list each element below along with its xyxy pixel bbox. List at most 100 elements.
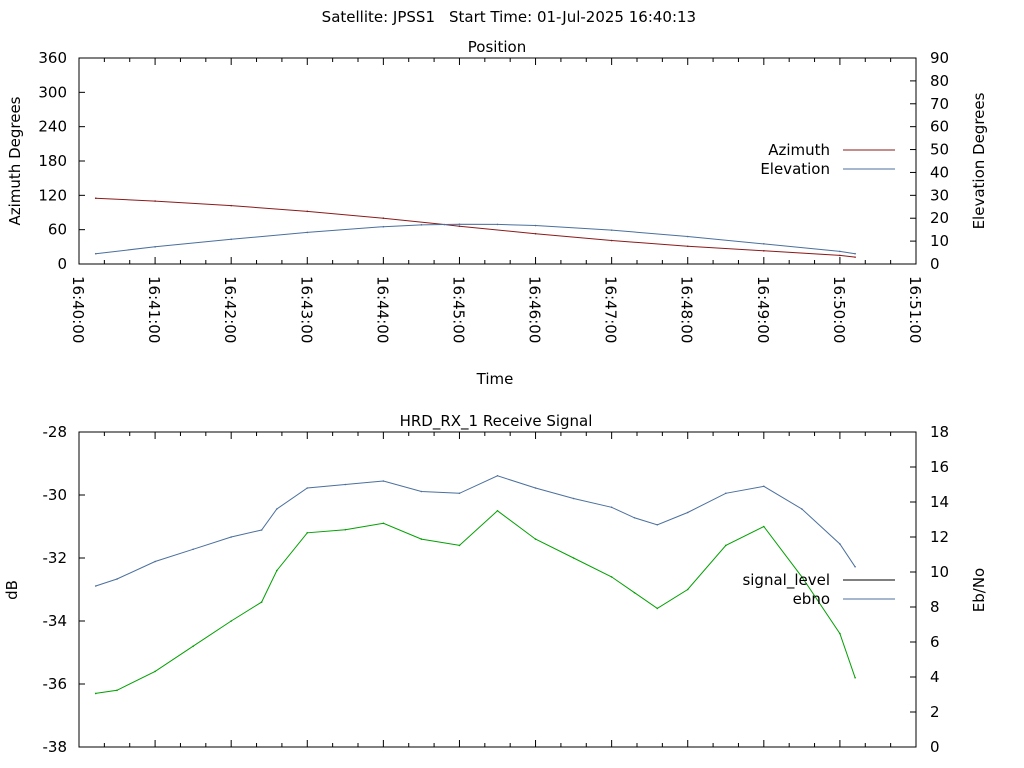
y2-tick-label: 18 <box>930 423 949 441</box>
data-point <box>686 235 689 238</box>
data-point <box>94 585 97 587</box>
data-point <box>534 538 537 540</box>
y-tick-label: 300 <box>38 83 67 101</box>
data-point <box>801 576 803 578</box>
data-point <box>839 250 841 253</box>
y2-tick-label: 10 <box>930 563 949 581</box>
data-point <box>839 543 841 545</box>
position-xlabel: Time <box>476 370 514 388</box>
data-point <box>306 231 309 234</box>
position-ylabel: Azimuth Degrees <box>6 96 24 225</box>
x-tick-label: 16:49:00 <box>754 276 772 343</box>
y2-tick-label: 80 <box>930 72 949 90</box>
y2-tick-label: 8 <box>930 598 940 616</box>
data-point <box>192 548 194 551</box>
data-point <box>763 525 765 528</box>
data-point <box>763 243 765 245</box>
data-point <box>854 252 856 255</box>
y2-tick-label: 0 <box>930 255 940 273</box>
x-tick-label: 16:47:00 <box>602 276 620 343</box>
series-line-azimuth <box>95 197 856 258</box>
data-point <box>633 591 636 594</box>
data-point <box>116 578 118 580</box>
y-tick-label: 0 <box>57 255 67 273</box>
data-point <box>610 576 613 578</box>
y-tick-label: 360 <box>38 49 67 67</box>
x-tick-label: 16:45:00 <box>449 276 467 343</box>
data-point <box>633 516 636 519</box>
data-point <box>382 480 385 482</box>
y2-tick-label: 30 <box>930 186 949 204</box>
satellite-label: Satellite: JPSS1 <box>322 8 435 26</box>
data-point <box>230 536 232 538</box>
start-time-label: Start Time: 01-Jul-2025 16:40:13 <box>449 8 696 26</box>
data-point <box>192 645 194 647</box>
x-tick-label: 16:41:00 <box>145 276 163 343</box>
y-tick-label: -36 <box>43 675 68 693</box>
data-point <box>656 607 659 610</box>
position-axis-ticks: 0 60 120 180 240 300 360 0 10 20 30 40 50 60 70 80 90 16:… <box>38 49 949 343</box>
data-point <box>230 204 232 207</box>
data-point <box>260 601 263 603</box>
x-tick-label: 16:46:00 <box>526 276 544 343</box>
data-point <box>572 497 575 500</box>
data-point <box>94 252 97 255</box>
y2-tick-label: 60 <box>930 118 949 136</box>
series-line-elevation <box>95 223 856 255</box>
data-point <box>458 492 461 495</box>
data-point <box>496 509 499 512</box>
data-point <box>344 483 347 486</box>
y2-tick-label: 20 <box>930 209 949 227</box>
data-point <box>534 224 537 227</box>
data-point <box>230 620 232 622</box>
data-point <box>458 225 461 228</box>
data-point <box>610 239 613 242</box>
y2-tick-label: 2 <box>930 703 940 721</box>
y2-tick-label: 50 <box>930 141 949 159</box>
data-point <box>839 632 841 635</box>
y-tick-label: -28 <box>43 423 68 441</box>
x-tick-label: 16:44:00 <box>373 276 391 343</box>
data-point <box>420 538 423 540</box>
data-point <box>724 544 727 547</box>
data-point <box>686 245 689 248</box>
data-point <box>763 485 765 488</box>
y-tick-label: -34 <box>43 612 68 630</box>
data-point <box>839 254 841 257</box>
receive-signal-y2label: Eb/No <box>970 568 988 612</box>
x-tick-label: 16:50:00 <box>830 276 848 343</box>
data-point <box>94 692 97 695</box>
data-point <box>382 225 385 228</box>
data-point <box>306 532 309 534</box>
y2-tick-label: 0 <box>930 738 940 756</box>
x-tick-label: 16:48:00 <box>678 276 696 343</box>
data-point <box>801 508 803 510</box>
x-tick-label: 16:43:00 <box>297 276 315 343</box>
data-point <box>686 511 689 514</box>
data-point <box>154 200 156 202</box>
legend-label: signal_level <box>742 571 830 590</box>
y2-tick-label: 70 <box>930 95 949 113</box>
position-series <box>94 197 856 258</box>
data-point <box>420 490 423 493</box>
data-point <box>854 676 856 679</box>
receive-signal-axis-ticks: -38 -36 -34 -32 -30 -28 0 2 4 6 8 10 12 14 16 18 <box>43 423 950 756</box>
data-point <box>610 506 613 509</box>
data-point <box>382 522 385 525</box>
data-point <box>534 232 537 235</box>
data-point <box>306 210 309 213</box>
data-point <box>496 474 499 477</box>
receive-signal-title: HRD_RX_1 Receive Signal <box>400 412 593 431</box>
receive-signal-plot-frame <box>78 431 917 748</box>
series-line-ebno <box>95 475 856 587</box>
y-tick-label: 180 <box>38 152 67 170</box>
x-tick-label: 16:51:00 <box>906 276 924 343</box>
data-point <box>763 250 765 252</box>
data-point <box>534 487 537 489</box>
data-point <box>276 569 278 572</box>
data-point <box>230 238 232 241</box>
data-point <box>344 528 347 531</box>
data-point <box>686 588 689 591</box>
data-point <box>496 223 499 226</box>
